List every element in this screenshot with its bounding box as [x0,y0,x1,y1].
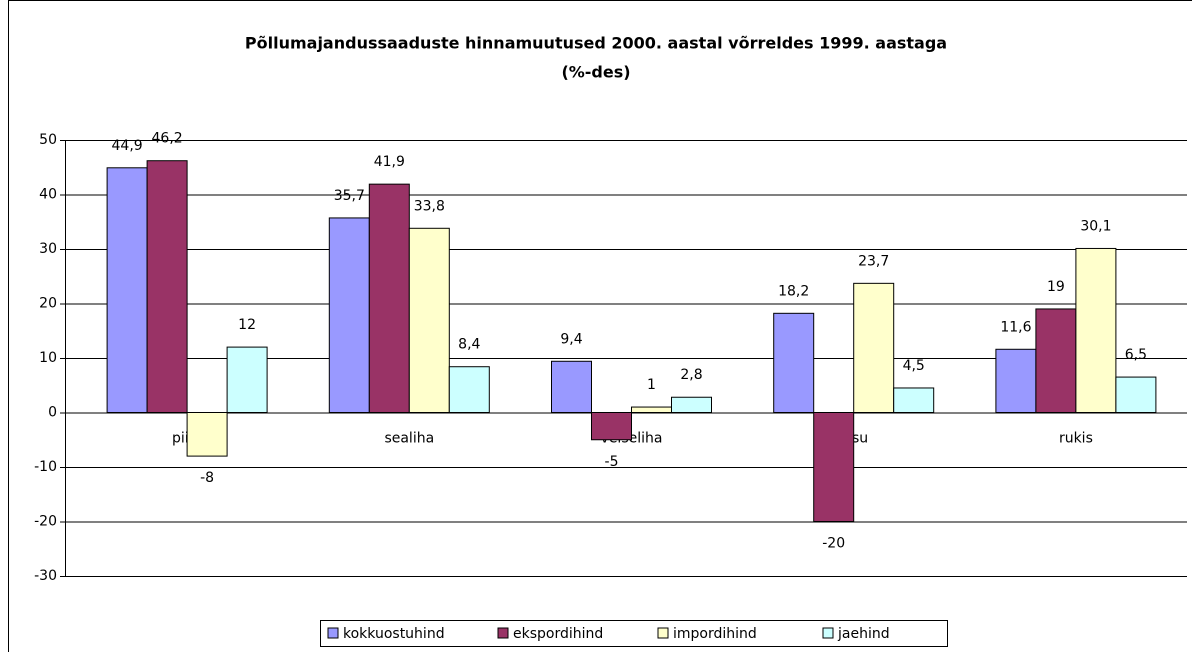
bar [631,406,672,413]
bar [146,160,188,413]
data-label: -5 [605,454,619,470]
data-label: -8 [200,470,214,486]
data-label: 12 [238,317,256,333]
bar [328,217,370,413]
bar [773,312,815,413]
legend-label: ekspordihind [513,626,603,642]
y-tick-label: -10 [34,459,57,475]
bar [1075,247,1117,413]
data-label: 18,2 [778,283,809,299]
data-label: 30,1 [1080,218,1111,234]
data-label: 6,5 [1125,347,1147,363]
legend-label: jaehind [837,626,890,642]
data-label: 41,9 [374,154,405,170]
data-label: -20 [822,536,845,552]
legend-swatch [657,627,669,639]
bar [1115,376,1157,414]
data-label: 46,2 [152,131,183,147]
bar [408,227,450,413]
bar [853,282,895,413]
legend-swatch [327,627,339,639]
y-tick-label: 0 [48,405,57,421]
bar [995,348,1037,413]
data-label: 33,8 [414,198,445,214]
y-tick-label: -30 [34,568,57,584]
data-label: 35,7 [334,188,365,204]
data-label: 9,4 [560,331,582,347]
data-label: 11,6 [1000,319,1031,335]
y-tick-label: -20 [34,514,57,530]
legend-swatch [822,627,834,639]
legend-swatch [497,627,509,639]
x-tick-label: sealiha [384,431,434,447]
bar [226,346,268,414]
bar [368,183,410,413]
bar [551,360,592,413]
data-label: 19 [1047,279,1065,295]
data-label: 2,8 [680,367,702,383]
bar [893,387,935,414]
data-label: 1 [647,377,656,393]
y-tick-label: 10 [39,350,57,366]
chart-frame [8,0,1192,652]
bar [186,412,228,457]
data-label: 4,5 [903,358,925,374]
bar [106,167,148,413]
bar [1035,308,1077,414]
data-label: 44,9 [112,138,143,154]
legend-box [320,620,948,647]
x-tick-label: rukis [1059,431,1093,447]
y-tick-label: 30 [39,241,57,257]
bar [591,412,632,441]
y-tick-label: 40 [39,187,57,203]
chart-subtitle: (%-des) [561,63,630,82]
data-label: 8,4 [458,337,480,353]
y-tick-label: 50 [39,132,57,148]
bar [671,396,712,413]
data-label: 23,7 [858,253,889,269]
bar [448,366,490,413]
legend-label: kokkuostuhind [343,626,445,642]
legend-label: impordihind [673,626,757,642]
y-tick-label: 20 [39,296,57,312]
chart-title: Põllumajandussaaduste hinnamuutused 2000… [245,34,947,53]
bar [813,412,855,522]
